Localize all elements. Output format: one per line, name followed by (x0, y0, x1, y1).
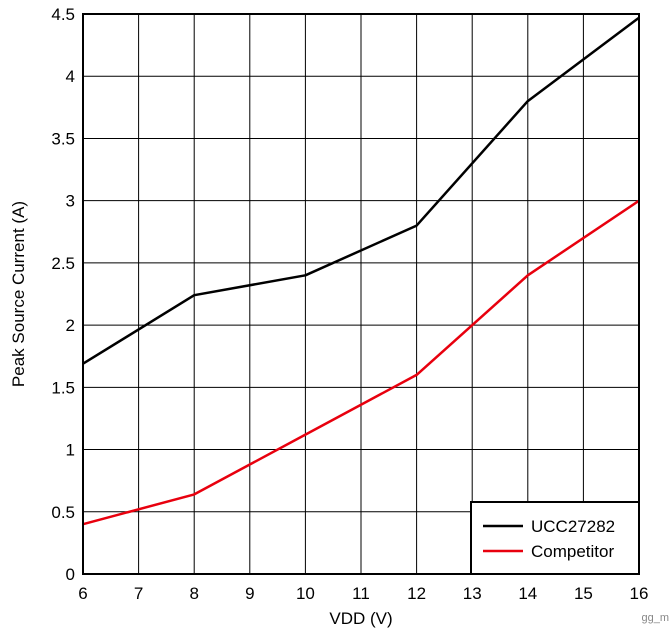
y-tick-label: 2.5 (51, 254, 75, 273)
y-tick-label: 3.5 (51, 129, 75, 148)
y-tick-label: 1.5 (51, 378, 75, 397)
x-tick-label: 10 (296, 584, 315, 603)
y-tick-labels: 0 0.5 1 1.5 2 2.5 3 3.5 4 4.5 (51, 5, 75, 584)
plot-area (82, 13, 640, 575)
legend-label: Competitor (531, 542, 614, 561)
x-axis-title: VDD (V) (329, 609, 392, 628)
x-tick-label: 6 (78, 584, 87, 603)
x-tick-label: 13 (463, 584, 482, 603)
y-tick-label: 4 (66, 67, 75, 86)
x-tick-label: 12 (407, 584, 426, 603)
y-tick-label: 0.5 (51, 503, 75, 522)
legend-box (470, 501, 640, 575)
x-tick-label: 8 (189, 584, 198, 603)
legend: UCC27282 Competitor (470, 501, 640, 575)
series-lines (82, 16, 640, 526)
x-tick-label: 9 (245, 584, 254, 603)
y-tick-label: 2 (66, 316, 75, 335)
x-tick-labels: 6 7 8 9 10 11 12 13 14 15 16 (78, 584, 648, 603)
watermark-label: gg_m (641, 612, 669, 624)
grid-lines (82, 13, 640, 575)
x-tick-label: 16 (630, 584, 649, 603)
y-tick-label: 3 (66, 192, 75, 211)
x-tick-label: 14 (518, 584, 537, 603)
y-tick-label: 1 (66, 441, 75, 460)
x-tick-label: 7 (134, 584, 143, 603)
y-tick-label: 0 (66, 565, 75, 584)
series-line-ucc27282 (82, 16, 640, 365)
y-tick-label: 4.5 (51, 5, 75, 24)
x-tick-label: 15 (574, 584, 593, 603)
legend-label: UCC27282 (531, 517, 615, 536)
y-axis-title: Peak Source Current (A) (9, 201, 28, 387)
series-line-competitor (82, 199, 640, 526)
x-tick-label: 11 (352, 584, 370, 603)
